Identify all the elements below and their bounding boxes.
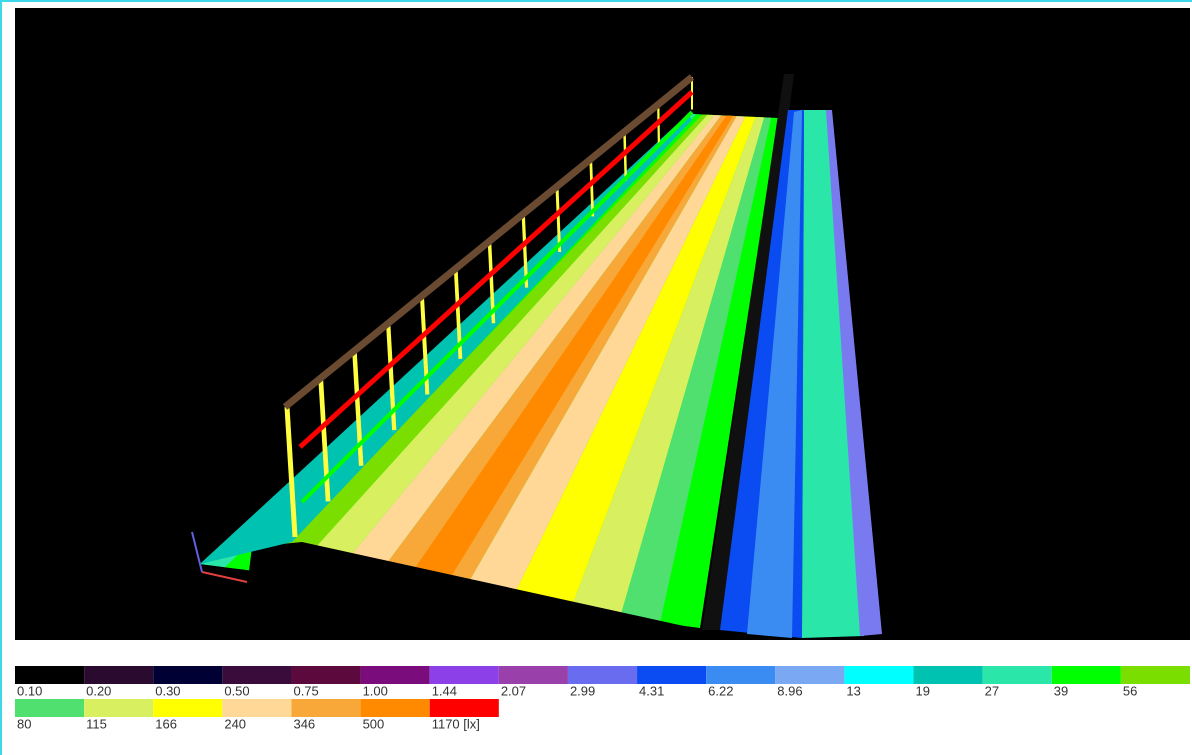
legend-label: 0.75 [293,683,318,698]
legend-label: 13 [846,683,860,698]
legend-label: 80 [17,716,31,731]
legend-swatch [775,666,845,684]
legend-swatch [15,699,85,717]
floor-band [510,116,756,612]
legend-label: 240 [224,716,246,731]
legend-swatch [360,666,430,684]
legend-label: 1.00 [363,683,388,698]
legend-swatch [429,666,499,684]
floor-band [330,115,722,586]
legend-swatch [291,666,361,684]
railing-post [623,131,628,181]
railing-red [298,90,694,449]
legend-label: 8.96 [777,683,802,698]
floor-band [290,114,715,581]
axis-x [201,571,248,583]
wall-dark [702,74,794,630]
floor-band [260,114,708,576]
legend-swatch [1051,666,1121,684]
legend-swatch [706,666,776,684]
legend-swatch [222,666,292,684]
legend-label: 1.44 [432,683,457,698]
legend-label: 19 [916,683,930,698]
legend-label: 0.10 [17,683,42,698]
legend-swatch [1120,666,1190,684]
curb-shadow [247,542,702,640]
floor-band [400,115,734,595]
legend-swatch [291,699,361,717]
legend-swatch [222,699,292,717]
legend-label: 2.99 [570,683,595,698]
legend-label: 346 [293,716,315,731]
handrail [282,74,695,410]
legend: 0.10 0.20 0.30 0.50 0.75 1.00 1.44 2.07 2.99 4.31… [15,666,1190,731]
legend-label: 166 [155,716,177,731]
legend-swatch [567,666,638,684]
legend-label: 500 [363,716,385,731]
floor-band [570,116,765,618]
legend-label: 1170 [lx] [432,716,480,731]
legend-swatch [153,666,223,684]
floor-band [620,117,772,623]
railing-post [352,351,364,466]
legend-swatch [15,666,85,684]
railing-post [589,159,595,217]
legend-label: 115 [86,716,107,731]
wall-teal [802,110,864,638]
legend-label: 39 [1054,683,1068,698]
legend-swatch [637,666,707,684]
legend-label: 4.31 [639,683,664,698]
wall-light [747,110,802,638]
legend-label: 56 [1123,683,1137,698]
railing-post [555,186,562,253]
railing-post [318,379,331,502]
legend-swatch [360,699,430,717]
axis-z [191,531,203,573]
legend-label: 27 [985,683,999,698]
legend-swatch [84,699,154,717]
legend-swatch [153,699,223,717]
legend-swatch [913,666,983,684]
legend-label: 0.30 [155,683,180,698]
legend-swatch [84,666,154,684]
legend-label: 0.50 [224,683,249,698]
legend-swatch [982,666,1052,684]
railing-green [300,110,694,504]
legend-swatch [498,666,568,684]
railing-post [284,406,298,538]
legend-label: 0.20 [86,683,111,698]
legend-label: 2.07 [501,683,526,698]
floor-band [460,116,746,604]
legend-swatch [429,699,499,717]
scene [191,74,882,640]
legend-swatch [844,666,914,684]
wall-edge [826,110,882,636]
legend-label: 6.22 [708,683,733,698]
